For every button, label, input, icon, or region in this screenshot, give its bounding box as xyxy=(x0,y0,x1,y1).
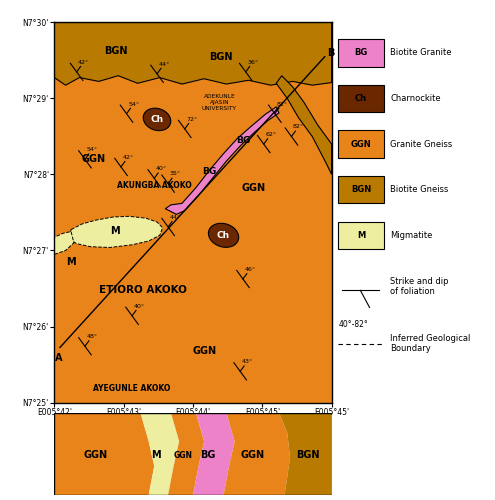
Text: M: M xyxy=(66,257,76,267)
Text: Ch: Ch xyxy=(150,115,163,124)
Text: GGN: GGN xyxy=(192,346,216,356)
Text: 42°: 42° xyxy=(78,60,89,64)
Text: M: M xyxy=(151,450,160,460)
Text: Biotite Granite: Biotite Granite xyxy=(390,48,452,58)
Bar xyxy=(338,130,384,158)
Polygon shape xyxy=(224,412,290,495)
Text: B: B xyxy=(327,48,334,58)
Text: Ch: Ch xyxy=(217,231,230,240)
Polygon shape xyxy=(165,107,279,214)
Text: Biotite Gneiss: Biotite Gneiss xyxy=(390,185,448,194)
Text: 54°: 54° xyxy=(128,102,139,106)
Text: GGN: GGN xyxy=(84,450,108,460)
Text: ETIORO AKOKO: ETIORO AKOKO xyxy=(99,286,187,296)
Text: Strike and dip
of foliation: Strike and dip of foliation xyxy=(390,277,449,296)
Text: 44°: 44° xyxy=(170,215,181,220)
Text: Ch: Ch xyxy=(355,94,367,103)
Text: 62°: 62° xyxy=(265,132,276,137)
Text: BGN: BGN xyxy=(209,52,233,62)
Text: 46°: 46° xyxy=(245,267,255,272)
Bar xyxy=(338,85,384,112)
Text: 42°: 42° xyxy=(122,154,134,160)
Text: Inferred Geological
Boundary: Inferred Geological Boundary xyxy=(390,334,471,353)
Text: GGN: GGN xyxy=(351,140,372,148)
Text: BG: BG xyxy=(236,136,250,145)
Text: 48°: 48° xyxy=(87,334,98,339)
Text: AKUNGBA AKOKO: AKUNGBA AKOKO xyxy=(117,182,192,190)
Text: 40°: 40° xyxy=(134,304,145,308)
Text: AYEGUNLE AKOKO: AYEGUNLE AKOKO xyxy=(94,384,171,392)
Text: 40°: 40° xyxy=(156,166,167,171)
Polygon shape xyxy=(276,76,332,174)
Text: GGN: GGN xyxy=(174,451,193,460)
Polygon shape xyxy=(68,216,162,248)
Text: BG: BG xyxy=(354,48,368,58)
Polygon shape xyxy=(141,412,179,495)
Polygon shape xyxy=(168,412,204,495)
Polygon shape xyxy=(193,412,235,495)
Polygon shape xyxy=(54,232,74,254)
Polygon shape xyxy=(279,412,332,495)
Text: M: M xyxy=(110,226,120,235)
Text: ADEKUNLE
AJASIN
UNIVERSITY: ADEKUNLE AJASIN UNIVERSITY xyxy=(202,94,237,110)
Text: 82°: 82° xyxy=(293,124,304,130)
Ellipse shape xyxy=(208,224,239,248)
Text: BG: BG xyxy=(200,450,216,460)
Text: 44°: 44° xyxy=(158,62,170,66)
Text: 54°: 54° xyxy=(87,147,98,152)
Text: BGN: BGN xyxy=(297,450,320,460)
Text: Migmatite: Migmatite xyxy=(390,231,433,240)
Text: 43°: 43° xyxy=(242,359,253,364)
Text: 36°: 36° xyxy=(248,60,258,64)
Text: Charnockite: Charnockite xyxy=(390,94,441,103)
Text: GGN: GGN xyxy=(81,154,105,164)
Text: BG: BG xyxy=(202,167,217,176)
Text: 40°-82°: 40°-82° xyxy=(338,320,368,329)
Bar xyxy=(338,176,384,204)
Text: GGN: GGN xyxy=(241,450,265,460)
Text: M: M xyxy=(357,231,365,240)
Bar xyxy=(338,222,384,249)
Text: 82°: 82° xyxy=(276,102,288,106)
Polygon shape xyxy=(54,22,332,85)
Polygon shape xyxy=(54,412,154,495)
Text: 35°: 35° xyxy=(170,172,181,176)
Text: BGN: BGN xyxy=(351,185,371,194)
Bar xyxy=(338,39,384,66)
Ellipse shape xyxy=(143,108,171,130)
Text: A: A xyxy=(55,353,62,363)
Text: GGN: GGN xyxy=(242,183,266,193)
Text: 72°: 72° xyxy=(186,116,198,121)
Text: BGN: BGN xyxy=(103,46,127,56)
Text: Granite Gneiss: Granite Gneiss xyxy=(390,140,452,148)
